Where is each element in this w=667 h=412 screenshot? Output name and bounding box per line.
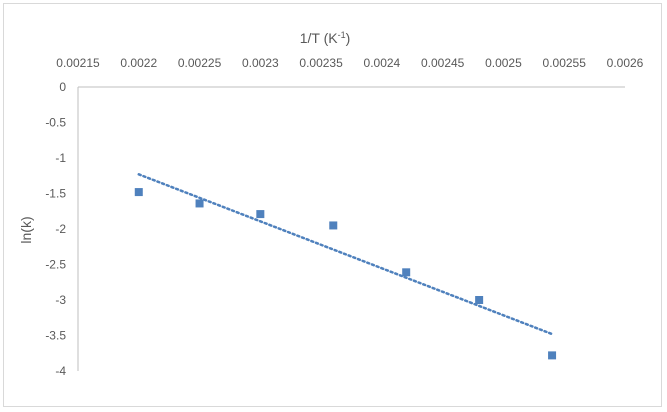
- x-tick-label: 0.00245: [421, 56, 465, 70]
- y-tick-label: -1: [55, 151, 66, 165]
- chart-frame: [3, 3, 662, 407]
- y-tick-label: -3: [55, 293, 66, 307]
- y-tick-label: -1.5: [45, 187, 66, 201]
- x-axis-title-superscript: -1: [338, 30, 346, 40]
- y-tick-label: -0.5: [45, 116, 66, 130]
- data-point: [256, 210, 265, 219]
- trendline: [137, 173, 554, 336]
- x-tick-label: 0.0024: [364, 56, 401, 70]
- data-point: [195, 199, 204, 208]
- y-tick-label: -3.5: [45, 329, 66, 343]
- tick-labels-layer: 0.00215 0.0022 0.00225 0.0023 0.00235 0.0024 0…: [45, 56, 643, 378]
- x-tick-label: 0.0023: [242, 56, 279, 70]
- x-tick-label: 0.00255: [543, 56, 587, 70]
- data-point: [548, 351, 557, 360]
- y-tick-label: -4: [55, 364, 66, 378]
- x-axis-title-main: 1/T (K: [300, 30, 339, 46]
- x-tick-label: 0.0026: [607, 56, 644, 70]
- data-point: [134, 188, 143, 197]
- axes-layer: [77, 86, 625, 371]
- data-point: [402, 268, 411, 277]
- y-tick-label: -2: [55, 222, 66, 236]
- y-axis-title: ln(k): [18, 216, 34, 243]
- x-tick-label: 0.00215: [56, 56, 100, 70]
- x-tick-label: 0.0025: [485, 56, 522, 70]
- data-point: [329, 221, 338, 230]
- data-point: [475, 296, 484, 304]
- data-points-layer: [134, 188, 557, 360]
- trendline-layer: [137, 173, 554, 336]
- x-axis-title-close: ): [346, 30, 351, 46]
- y-tick-label: -2.5: [45, 258, 66, 272]
- x-tick-label: 0.00235: [299, 56, 343, 70]
- y-tick-label: 0: [59, 80, 66, 94]
- x-axis-title: 1/T (K-1): [300, 30, 351, 46]
- x-tick-label: 0.00225: [178, 56, 222, 70]
- x-tick-label: 0.0022: [120, 56, 157, 70]
